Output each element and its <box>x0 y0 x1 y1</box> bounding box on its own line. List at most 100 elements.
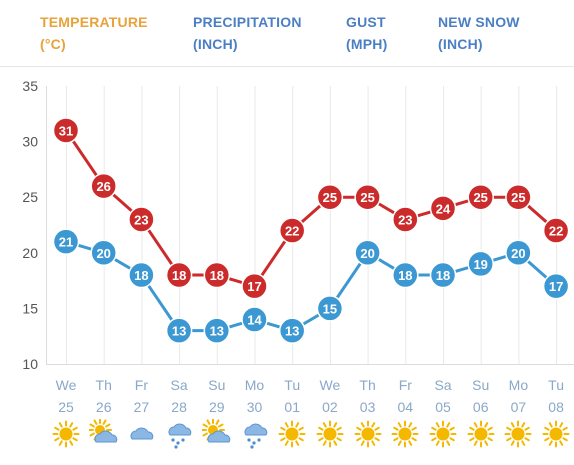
high-temperature-data-label: 22 <box>285 224 299 239</box>
low-temperature-data-label: 13 <box>210 324 224 339</box>
sun-ray <box>322 422 327 428</box>
high-temperature-point <box>278 217 306 244</box>
sun-ray <box>468 437 475 442</box>
sun-ray <box>524 437 531 442</box>
x-tick-date: 05 <box>435 399 451 415</box>
rain-drop <box>249 445 254 449</box>
sun-ray <box>58 422 63 428</box>
sun-ray <box>446 440 451 446</box>
sun-ray <box>548 440 553 446</box>
x-tick-day: Th <box>359 377 375 393</box>
x-tick-date: 26 <box>96 399 112 415</box>
sun-ray <box>104 423 111 428</box>
x-tick-date: 29 <box>209 399 225 415</box>
x-tick-date: 01 <box>284 399 300 415</box>
low-temperature-data-label: 20 <box>511 246 525 261</box>
low-temperature-point <box>52 228 80 255</box>
sun-disc <box>511 427 525 441</box>
high-temperature-point <box>203 261 231 289</box>
x-tick-date: 08 <box>548 399 564 415</box>
high-temperature-point <box>128 206 155 233</box>
sun-ray <box>398 422 403 428</box>
low-temperature-data-label: 18 <box>398 268 412 283</box>
sun-ray <box>544 426 550 431</box>
sun-ray <box>318 426 324 431</box>
sun-ray <box>69 440 74 446</box>
sun-ray <box>398 440 403 446</box>
sun-ray <box>373 437 380 442</box>
high-temperature-point <box>52 117 80 144</box>
cloud-shape <box>207 430 231 443</box>
x-tick-date: 27 <box>134 399 150 415</box>
x-tick-day: Su <box>208 377 225 393</box>
tab-gust[interactable]: GUST (MPH) <box>346 11 387 55</box>
sun-ray <box>559 440 564 446</box>
high-temperature-point <box>354 183 381 211</box>
x-tick-day: We <box>56 377 77 393</box>
sun-ray <box>202 432 208 437</box>
sun-ray <box>449 426 455 431</box>
sun-ray <box>89 423 95 428</box>
sun-ray <box>333 440 338 446</box>
metric-tabs: TEMPERATURE (°C) PRECIPITATION (INCH) GU… <box>0 0 574 67</box>
rain-drop <box>171 438 175 442</box>
sun-ray <box>54 426 60 431</box>
cloud-icon <box>130 427 154 440</box>
high-temperature-data-label: 24 <box>436 201 451 216</box>
sun-ray <box>333 422 338 428</box>
cloud-shape <box>94 430 117 443</box>
tab-new-snow-label: NEW SNOW <box>438 14 520 30</box>
sun-ray <box>446 422 451 428</box>
sun-ray <box>202 423 208 428</box>
sun-ray <box>89 432 95 437</box>
high-temperature-point <box>90 172 117 200</box>
sun-ray <box>295 422 300 428</box>
low-temperature-data-label: 19 <box>473 257 487 272</box>
sun-ray <box>562 437 568 442</box>
rain-cloud-icon <box>244 423 267 449</box>
high-temperature-point <box>467 183 494 211</box>
low-temperature-point <box>429 261 457 289</box>
low-temperature-point <box>90 239 117 267</box>
high-temperature-point <box>542 217 570 244</box>
sun-ray <box>487 437 493 442</box>
high-temperature-point <box>165 261 193 289</box>
low-temperature-data-label: 17 <box>549 279 563 294</box>
low-temperature-point <box>241 306 268 333</box>
tab-new-snow-unit: (INCH) <box>438 36 483 52</box>
sun-ray <box>511 422 516 428</box>
sun-ray <box>336 437 342 442</box>
tab-precipitation[interactable]: PRECIPITATION (INCH) <box>193 11 302 55</box>
sun-ray <box>298 437 305 442</box>
sun-disc <box>285 427 299 441</box>
tab-temperature[interactable]: TEMPERATURE (°C) <box>40 11 148 55</box>
x-tick-day: Tu <box>284 377 300 393</box>
rain-drop <box>181 438 185 442</box>
low-temperature-data-label: 18 <box>134 268 148 283</box>
sun-ray <box>54 437 60 442</box>
high-temperature-data-label: 25 <box>360 190 374 205</box>
sun-ray <box>93 419 98 425</box>
high-temperature-point <box>505 183 532 211</box>
partly-cloudy-icon <box>88 419 117 443</box>
rain-drop <box>251 441 256 445</box>
sun-ray <box>336 426 342 431</box>
sun-icon <box>391 420 419 448</box>
x-tick-day: Tu <box>548 377 564 393</box>
sun-ray <box>370 422 375 428</box>
y-tick-label: 25 <box>22 189 38 205</box>
x-tick-date: 04 <box>398 399 414 415</box>
tab-new-snow[interactable]: NEW SNOW (INCH) <box>438 11 520 55</box>
x-tick-date: 02 <box>322 399 338 415</box>
sun-ray <box>435 440 440 446</box>
rain-drop <box>176 441 180 445</box>
sun-disc <box>474 427 488 441</box>
low-temperature-data-label: 13 <box>285 324 299 339</box>
sun-disc <box>59 427 73 441</box>
high-temperature-data-label: 18 <box>172 268 186 283</box>
x-tick-day: Sa <box>171 377 188 393</box>
x-tick-date: 28 <box>171 399 187 415</box>
tab-gust-label: GUST <box>346 14 386 30</box>
low-temperature-point <box>467 250 494 278</box>
